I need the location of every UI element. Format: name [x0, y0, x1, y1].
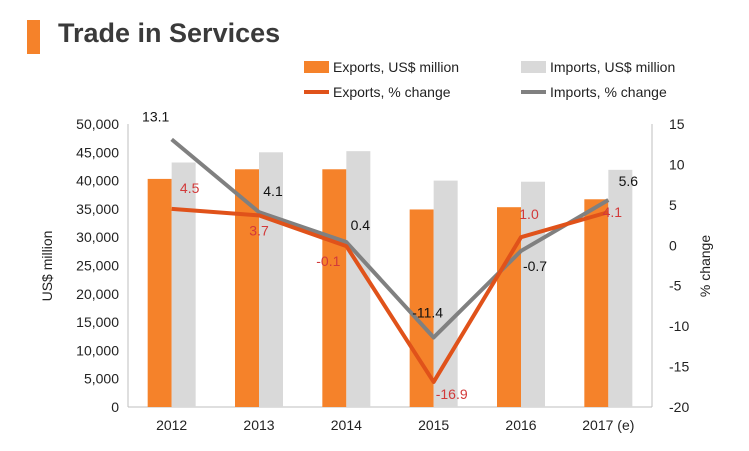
y-tick-label: 25,000 [76, 258, 119, 274]
bar-imports [608, 169, 633, 407]
bar-imports [521, 181, 545, 407]
y2-tick-label: -20 [669, 399, 689, 415]
y-tick-label: 35,000 [76, 201, 119, 217]
legend-swatch-exports [304, 61, 329, 73]
bar-exports [235, 169, 259, 407]
bar-exports [322, 169, 347, 407]
y2-tick-label: 5 [669, 197, 677, 213]
data-label-imports: 13.1 [142, 108, 169, 124]
x-tick-label: 2015 [418, 417, 449, 433]
legend-swatch-imports [521, 61, 546, 73]
line-exports-change [171, 206, 609, 384]
data-label-exports: 4.1 [603, 204, 623, 220]
y2-axis-title: % change [697, 235, 713, 297]
data-label-imports: 5.6 [619, 173, 639, 189]
data-label-imports: -11.4 [412, 304, 443, 320]
x-tick-label: 2014 [331, 417, 362, 433]
y-tick-label: 20,000 [76, 286, 119, 302]
chart-title: Trade in Services [58, 18, 281, 48]
data-label-exports: -0.1 [316, 253, 340, 269]
x-tick-label: 2012 [156, 417, 187, 433]
data-label-imports: -0.7 [523, 258, 547, 274]
y-tick-label: 5,000 [84, 371, 119, 387]
data-label-exports: 4.5 [180, 180, 200, 196]
y-tick-label: 30,000 [76, 229, 119, 245]
legend: Exports, US$ million Imports, US$ millio… [304, 59, 675, 100]
bar-imports [171, 162, 196, 407]
legend-label-exports: Exports, US$ million [333, 59, 459, 75]
x-tick-label: 2017 (e) [582, 417, 634, 433]
y2-tick-label: 0 [669, 237, 677, 253]
y2-tick-label: -10 [669, 318, 689, 334]
y2-tick-label: 10 [669, 156, 685, 172]
data-label-exports: 1.0 [519, 206, 539, 222]
bar-exports [497, 207, 521, 407]
y-tick-label: 50,000 [76, 116, 119, 132]
bar-exports [147, 178, 172, 407]
y-axis-title: US$ million [39, 231, 55, 302]
bar-exports [584, 199, 609, 407]
title-accent-bar [27, 20, 40, 54]
y2-tick-label: -5 [669, 278, 682, 294]
data-label-imports: 4.1 [263, 183, 283, 199]
y-tick-label: 10,000 [76, 342, 119, 358]
bar-imports [433, 180, 458, 407]
data-label-exports: -16.9 [436, 386, 468, 402]
line-imports-change [170, 137, 610, 340]
y2-tick-label: -15 [669, 359, 689, 375]
y2-tick-label: 15 [669, 116, 685, 132]
x-tick-label: 2013 [243, 417, 274, 433]
bar-imports [259, 152, 283, 407]
legend-label-exports-change: Exports, % change [333, 84, 451, 100]
x-tick-label: 2016 [505, 417, 536, 433]
legend-label-imports: Imports, US$ million [550, 59, 675, 75]
y-tick-label: 15,000 [76, 314, 119, 330]
y-tick-label: 0 [111, 399, 119, 415]
y-tick-label: 45,000 [76, 144, 119, 160]
data-label-exports: 3.7 [249, 222, 269, 238]
legend-label-imports-change: Imports, % change [550, 84, 667, 100]
y-tick-label: 40,000 [76, 173, 119, 189]
data-label-imports: 0.4 [351, 217, 371, 233]
